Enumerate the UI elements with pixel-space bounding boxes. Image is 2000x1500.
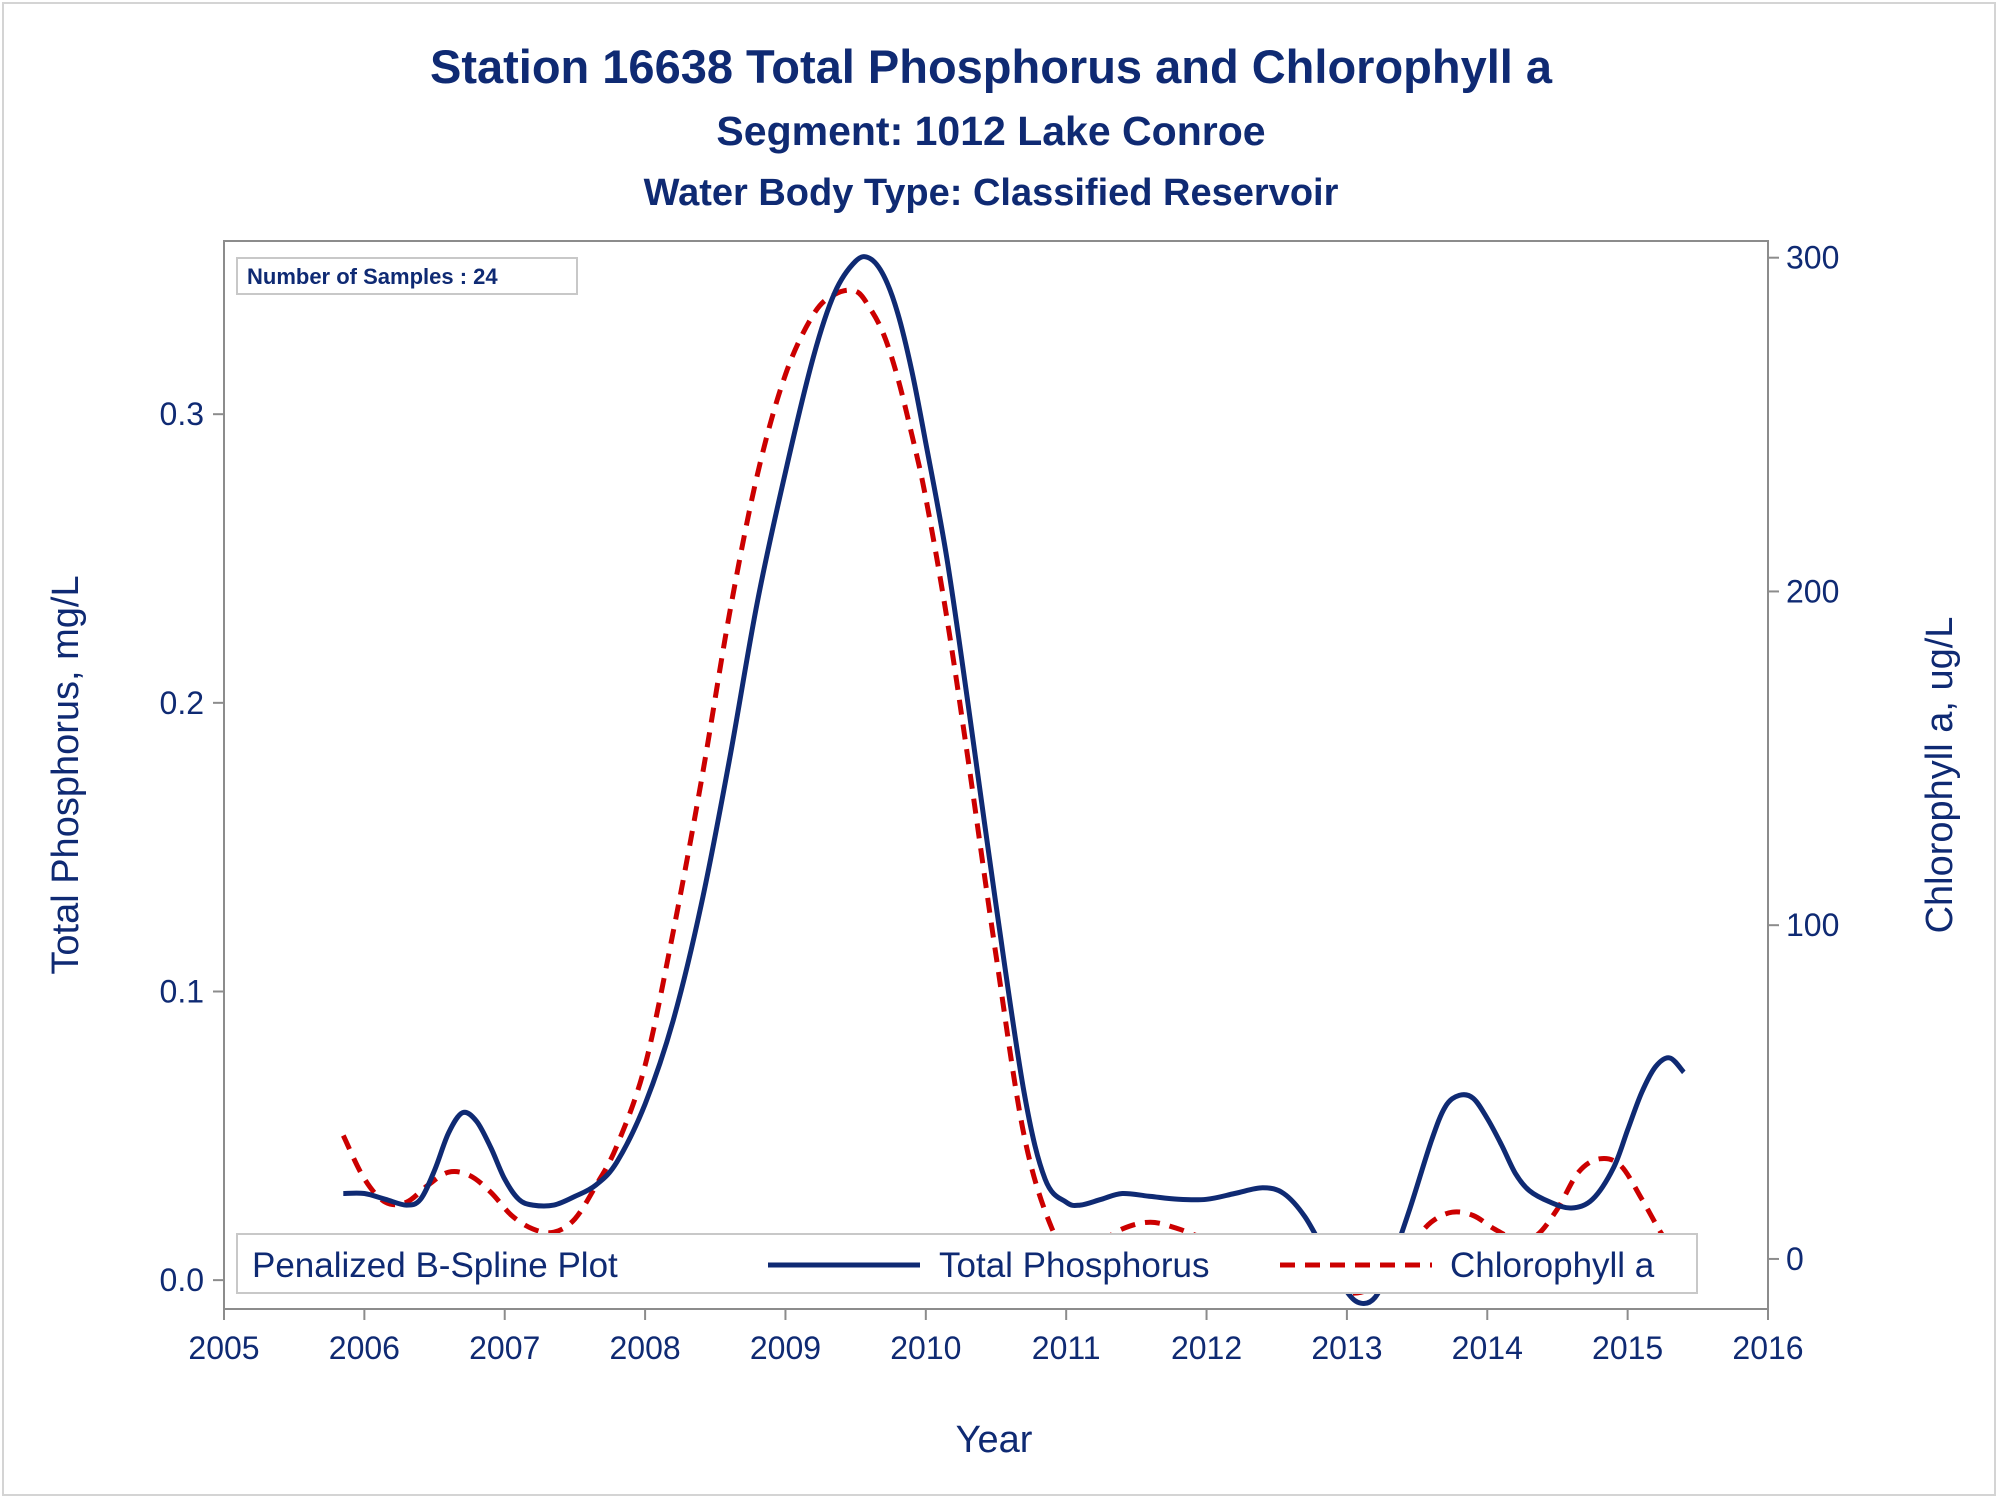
x-tick-label: 2005 [188, 1330, 259, 1366]
x-tick-label: 2011 [1032, 1330, 1101, 1366]
plot-area [223, 240, 1769, 1310]
series-layer [341, 254, 1686, 1307]
y-right-tick-label: 100 [1786, 907, 1839, 943]
series-line-total-phosphorus [343, 254, 1686, 1307]
chart-subtitle-waterbody: Water Body Type: Classified Reservoir [644, 172, 1339, 214]
x-tick-label: 2014 [1452, 1330, 1523, 1366]
y-left-tick-label: 0.1 [160, 973, 204, 1009]
y-right-tick-label: 200 [1786, 573, 1839, 609]
x-axis-label: Year [956, 1419, 1033, 1461]
x-tick-label: 2007 [469, 1330, 540, 1366]
legend-title: Penalized B-Spline Plot [252, 1246, 618, 1285]
y-right-tick-label: 300 [1786, 240, 1839, 276]
chart-subtitle-segment: Segment: 1012 Lake Conroe [716, 108, 1265, 154]
sample-count-box [236, 257, 578, 295]
y-axis-left: 0.0 0.1 0.2 0.3 [160, 396, 224, 1298]
x-tick-label: 2012 [1171, 1330, 1242, 1366]
y-axis-right-label: Chlorophyll a, ug/L [1919, 617, 1961, 934]
sample-count-label: Number of Samples : 24 [247, 264, 498, 289]
y-left-tick-label: 0.3 [160, 396, 204, 432]
legend-box [236, 1233, 1698, 1294]
x-tick-label: 2010 [890, 1330, 961, 1366]
x-tick-label: 2015 [1592, 1330, 1663, 1366]
x-tick-label: 2006 [329, 1330, 400, 1366]
y-axis-left-label: Total Phosphorus, mg/L [45, 575, 87, 974]
chart-title: Station 16638 Total Phosphorus and Chlor… [430, 40, 1553, 93]
legend: Penalized B-Spline Plot Total Phosphorus… [236, 1233, 1698, 1294]
x-axis: 2005 2006 2007 2008 2009 2010 2011 2012 2013 2014… [188, 1309, 1804, 1366]
x-tick-label: 2016 [1732, 1330, 1803, 1366]
x-tick-label: 2008 [609, 1330, 680, 1366]
legend-label-chlorophyll-a: Chlorophyll a [1450, 1246, 1655, 1285]
x-tick-label: 2013 [1311, 1330, 1382, 1366]
x-tick-label: 2009 [750, 1330, 821, 1366]
y-right-tick-label: 0 [1786, 1241, 1804, 1277]
legend-label-total-phosphorus: Total Phosphorus [939, 1246, 1209, 1285]
y-left-tick-label: 0.0 [160, 1262, 204, 1298]
y-axis-right: 0 100 200 300 [1768, 240, 1839, 1277]
y-left-tick-label: 0.2 [160, 685, 204, 721]
series-line-chlorophyll-a [341, 287, 1679, 1296]
